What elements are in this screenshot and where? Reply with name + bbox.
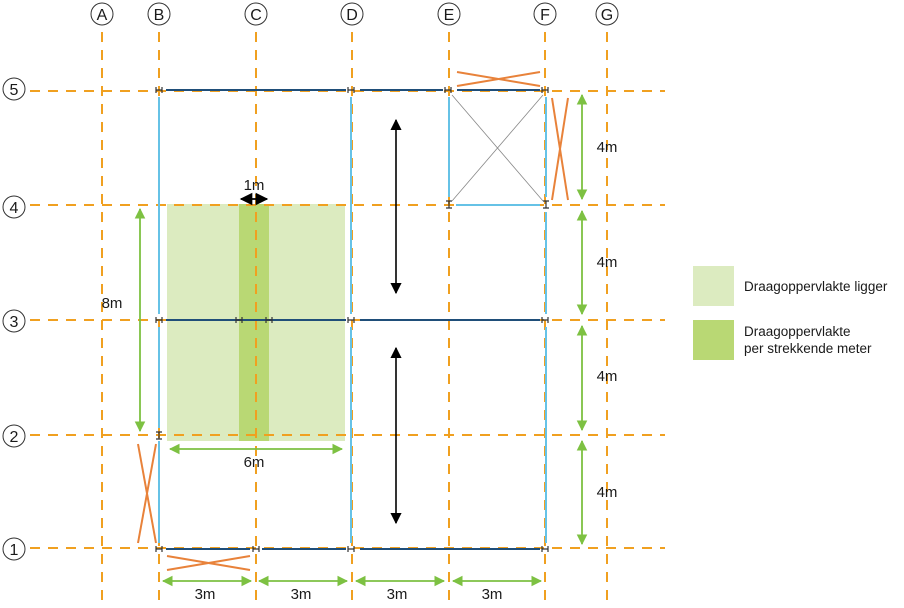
column-label-a: A [97, 7, 108, 24]
bay-diagonals [451, 94, 544, 202]
dim-label-right-4: 4m [597, 484, 618, 501]
dim-label-bottom-2: 3m [291, 586, 312, 603]
legend-item-beam-area: Draagoppervlakte ligger [693, 266, 887, 306]
primary-beams [166, 89, 540, 550]
connection-markers [155, 87, 549, 552]
legend-item-per-meter: Draagoppervlakte per strekkende meter [693, 320, 872, 360]
column-label-c: C [250, 7, 262, 24]
dim-label-right-1: 4m [597, 139, 618, 156]
dim-label-bottom-3: 3m [387, 586, 408, 603]
grid-lines [30, 32, 665, 600]
dim-label-bottom-1: 3m [195, 586, 216, 603]
dim-label-strip-width: 1m [244, 177, 265, 194]
column-label-b: B [154, 7, 165, 24]
bracing-top-2 [456, 71, 541, 87]
row-label-1: 1 [10, 542, 19, 559]
wind-bracing [137, 71, 569, 571]
dimension-labels: 3m 3m 3m 3m 4m 4m 4m 4m 8m 6m 1m [102, 139, 618, 603]
dim-label-area-width: 6m [244, 454, 265, 471]
row-label-5: 5 [10, 82, 19, 99]
row-label-3: 3 [10, 314, 19, 331]
secondary-beams [158, 97, 547, 543]
dimension-lines [134, 93, 588, 587]
bracing-left-2 [137, 443, 157, 544]
dim-label-right-2: 4m [597, 254, 618, 271]
bracing-bottom-2 [166, 555, 251, 571]
column-label-f: F [540, 7, 550, 24]
load-area-per-meter [239, 204, 269, 441]
legend-swatch-beam-area [693, 266, 734, 306]
dim-label-bottom-4: 3m [482, 586, 503, 603]
dim-label-span-left: 8m [102, 295, 123, 312]
row-label-2: 2 [10, 429, 19, 446]
dim-label-right-3: 4m [597, 368, 618, 385]
column-label-d: D [346, 7, 358, 24]
row-labels: 5 4 3 2 1 [2, 77, 26, 561]
column-labels: A B C D E F G [90, 2, 619, 26]
legend-label-per-meter: Draagoppervlakte per strekkende meter [744, 324, 872, 356]
legend-swatch-per-meter [693, 320, 734, 360]
column-label-e: E [444, 7, 455, 24]
row-label-4: 4 [10, 200, 19, 217]
column-label-g: G [601, 7, 613, 24]
legend-label-beam-area: Draagoppervlakte ligger [744, 278, 888, 294]
bracing-right-2 [551, 97, 569, 201]
